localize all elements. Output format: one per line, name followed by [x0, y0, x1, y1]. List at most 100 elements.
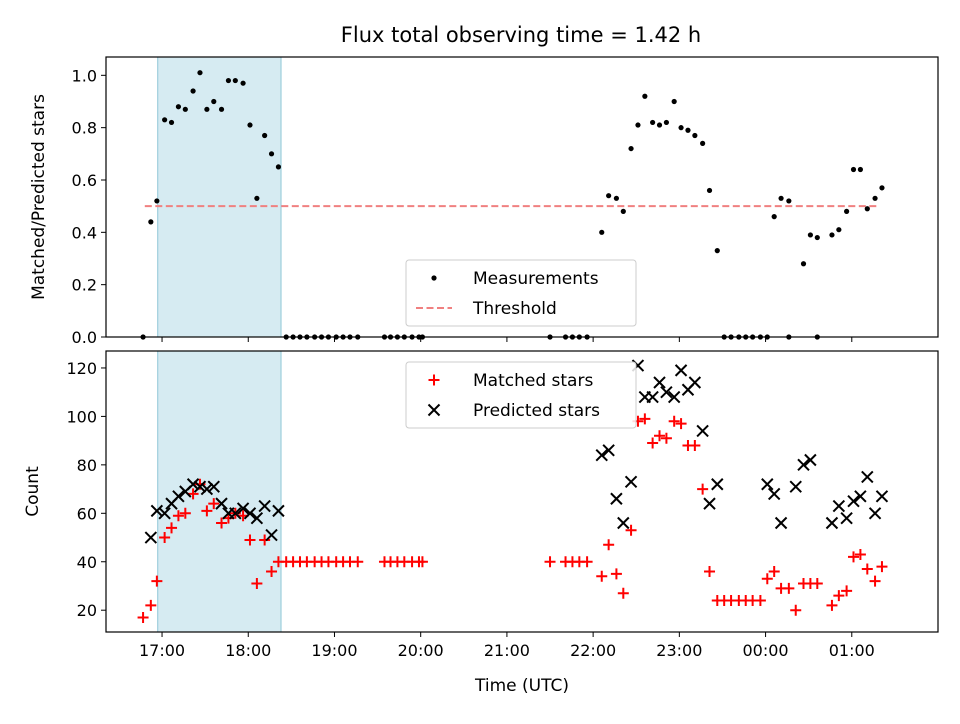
data-point — [158, 507, 171, 520]
data-point — [797, 458, 810, 472]
legend-marker-x — [427, 403, 441, 417]
data-point — [714, 248, 720, 254]
legend-box — [405, 361, 637, 429]
legend-label: Matched stars — [473, 371, 593, 391]
data-point — [201, 505, 213, 517]
data-point — [247, 122, 253, 128]
x-tick-label: 22:00 — [570, 641, 616, 660]
data-point — [869, 575, 881, 587]
data-point — [232, 77, 238, 84]
data-point — [236, 502, 250, 515]
data-point — [767, 487, 781, 501]
data-point — [761, 573, 773, 585]
data-point — [137, 611, 149, 623]
data-point — [208, 498, 220, 510]
data-point — [879, 185, 885, 191]
data-point — [204, 106, 210, 112]
data-point — [639, 413, 651, 425]
data-point — [786, 198, 792, 204]
data-point — [783, 582, 795, 594]
data-point — [148, 219, 154, 225]
data-point — [172, 490, 185, 503]
data-point — [826, 599, 838, 611]
x-tick-label: 17:00 — [139, 641, 185, 660]
legend-label: Threshold — [472, 299, 557, 319]
y-axis-label: Matched/Predicted stars — [29, 94, 49, 300]
data-point — [704, 565, 716, 577]
data-point — [850, 166, 857, 173]
data-point — [814, 234, 820, 241]
y-tick-label: 120 — [66, 359, 97, 378]
x-tick-label: 00:00 — [743, 641, 789, 660]
data-point — [692, 132, 698, 139]
data-point — [844, 208, 850, 214]
data-point — [187, 488, 199, 500]
data-point — [848, 551, 860, 563]
data-point — [647, 437, 659, 449]
x-tick-label: 01:00 — [829, 641, 875, 660]
data-point — [635, 122, 641, 128]
data-point — [674, 364, 688, 377]
data-point — [646, 390, 659, 404]
data-point — [617, 516, 630, 530]
data-point — [599, 229, 605, 235]
data-point — [200, 482, 214, 496]
data-point — [650, 119, 656, 126]
y-tick-label: 0.4 — [72, 223, 97, 242]
data-point — [229, 507, 242, 520]
data-point — [254, 195, 260, 201]
data-point — [145, 599, 157, 611]
data-point — [811, 578, 823, 590]
data-point — [193, 480, 207, 493]
data-point — [841, 585, 853, 597]
data-point — [625, 524, 637, 536]
data-point — [182, 106, 188, 112]
data-point — [259, 534, 271, 546]
data-point — [154, 198, 160, 204]
legend-marker-plus — [428, 374, 440, 386]
figure-title: Flux total observing time = 1.42 h — [341, 23, 701, 47]
data-point — [861, 563, 873, 575]
data-point — [706, 187, 713, 194]
y-tick-label: 60 — [77, 504, 97, 523]
data-point — [144, 531, 158, 544]
data-point — [832, 499, 846, 513]
data-point — [606, 193, 612, 199]
data-point — [603, 539, 615, 551]
legend-box — [405, 259, 637, 327]
data-point — [660, 432, 672, 444]
data-point — [628, 145, 634, 152]
data-point — [150, 504, 164, 518]
data-point — [829, 232, 835, 238]
y-tick-label: 20 — [77, 601, 97, 620]
data-point — [678, 125, 684, 131]
data-point — [168, 119, 175, 126]
y-tick-label: 0.6 — [72, 171, 97, 190]
data-point — [544, 556, 556, 568]
data-point — [602, 444, 615, 457]
data-point — [624, 475, 638, 489]
data-point — [804, 453, 817, 467]
series-predicted-stars — [144, 359, 889, 544]
legend: Measurements Threshold — [405, 259, 637, 327]
data-point — [162, 117, 168, 123]
data-point — [225, 77, 232, 84]
data-point — [847, 494, 860, 508]
data-point — [840, 511, 853, 525]
data-point — [218, 106, 225, 112]
data-point — [667, 390, 681, 404]
data-point — [186, 478, 200, 491]
data-point — [807, 232, 813, 238]
data-point — [610, 568, 622, 580]
data-point — [875, 490, 889, 503]
data-point — [159, 532, 171, 544]
data-point — [754, 595, 766, 607]
data-point — [854, 490, 867, 503]
axes-frame — [105, 56, 939, 338]
data-point — [836, 227, 842, 233]
x-tick-label: 23:00 — [656, 641, 702, 660]
data-point — [833, 590, 845, 602]
data-point — [872, 195, 878, 201]
data-point — [857, 166, 864, 173]
data-point — [207, 480, 220, 493]
